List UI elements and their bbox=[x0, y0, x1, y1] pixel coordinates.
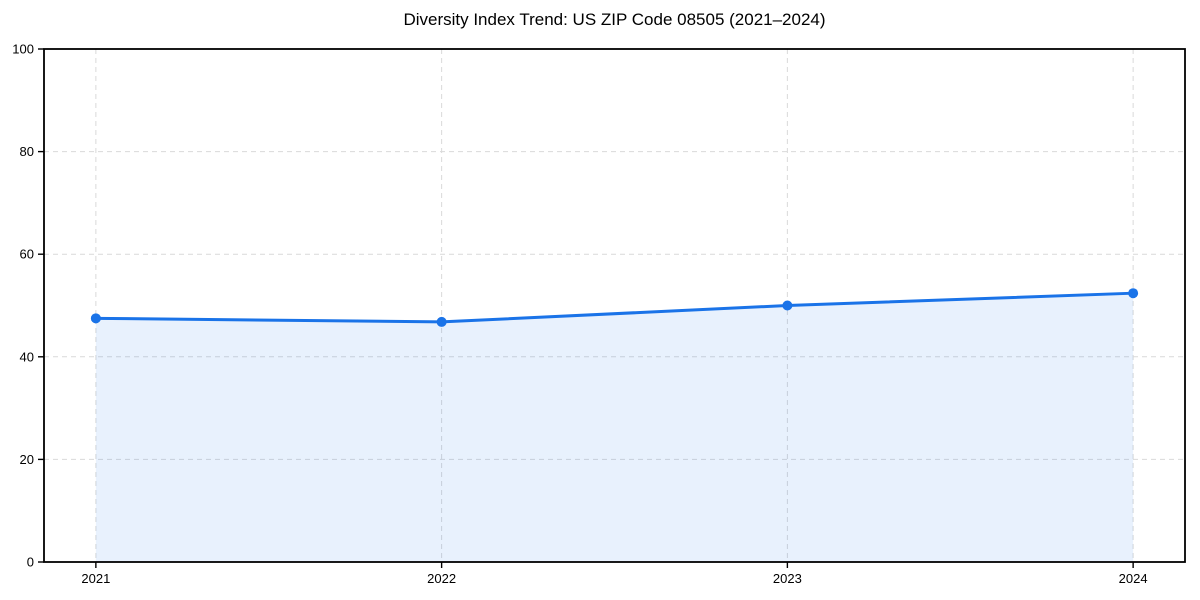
data-point bbox=[436, 316, 447, 327]
data-point bbox=[782, 300, 793, 311]
trend-line bbox=[94, 291, 1135, 324]
y-tick-label: 60 bbox=[20, 247, 34, 262]
data-point bbox=[90, 313, 101, 324]
x-tick-label: 2022 bbox=[427, 571, 456, 586]
x-tick-label: 2021 bbox=[81, 571, 110, 586]
y-tick-label: 80 bbox=[20, 144, 34, 159]
chart-title: Diversity Index Trend: US ZIP Code 08505… bbox=[403, 10, 826, 29]
y-tick-label: 100 bbox=[12, 42, 34, 57]
y-tick-label: 0 bbox=[27, 555, 34, 570]
y-tick-label: 20 bbox=[20, 452, 34, 467]
x-tick-label: 2023 bbox=[773, 571, 802, 586]
plot-box bbox=[43, 48, 1186, 563]
y-tick-label: 40 bbox=[20, 349, 34, 364]
data-point bbox=[1128, 288, 1139, 299]
area-fill bbox=[95, 293, 1134, 562]
x-tick-label: 2024 bbox=[1119, 571, 1148, 586]
